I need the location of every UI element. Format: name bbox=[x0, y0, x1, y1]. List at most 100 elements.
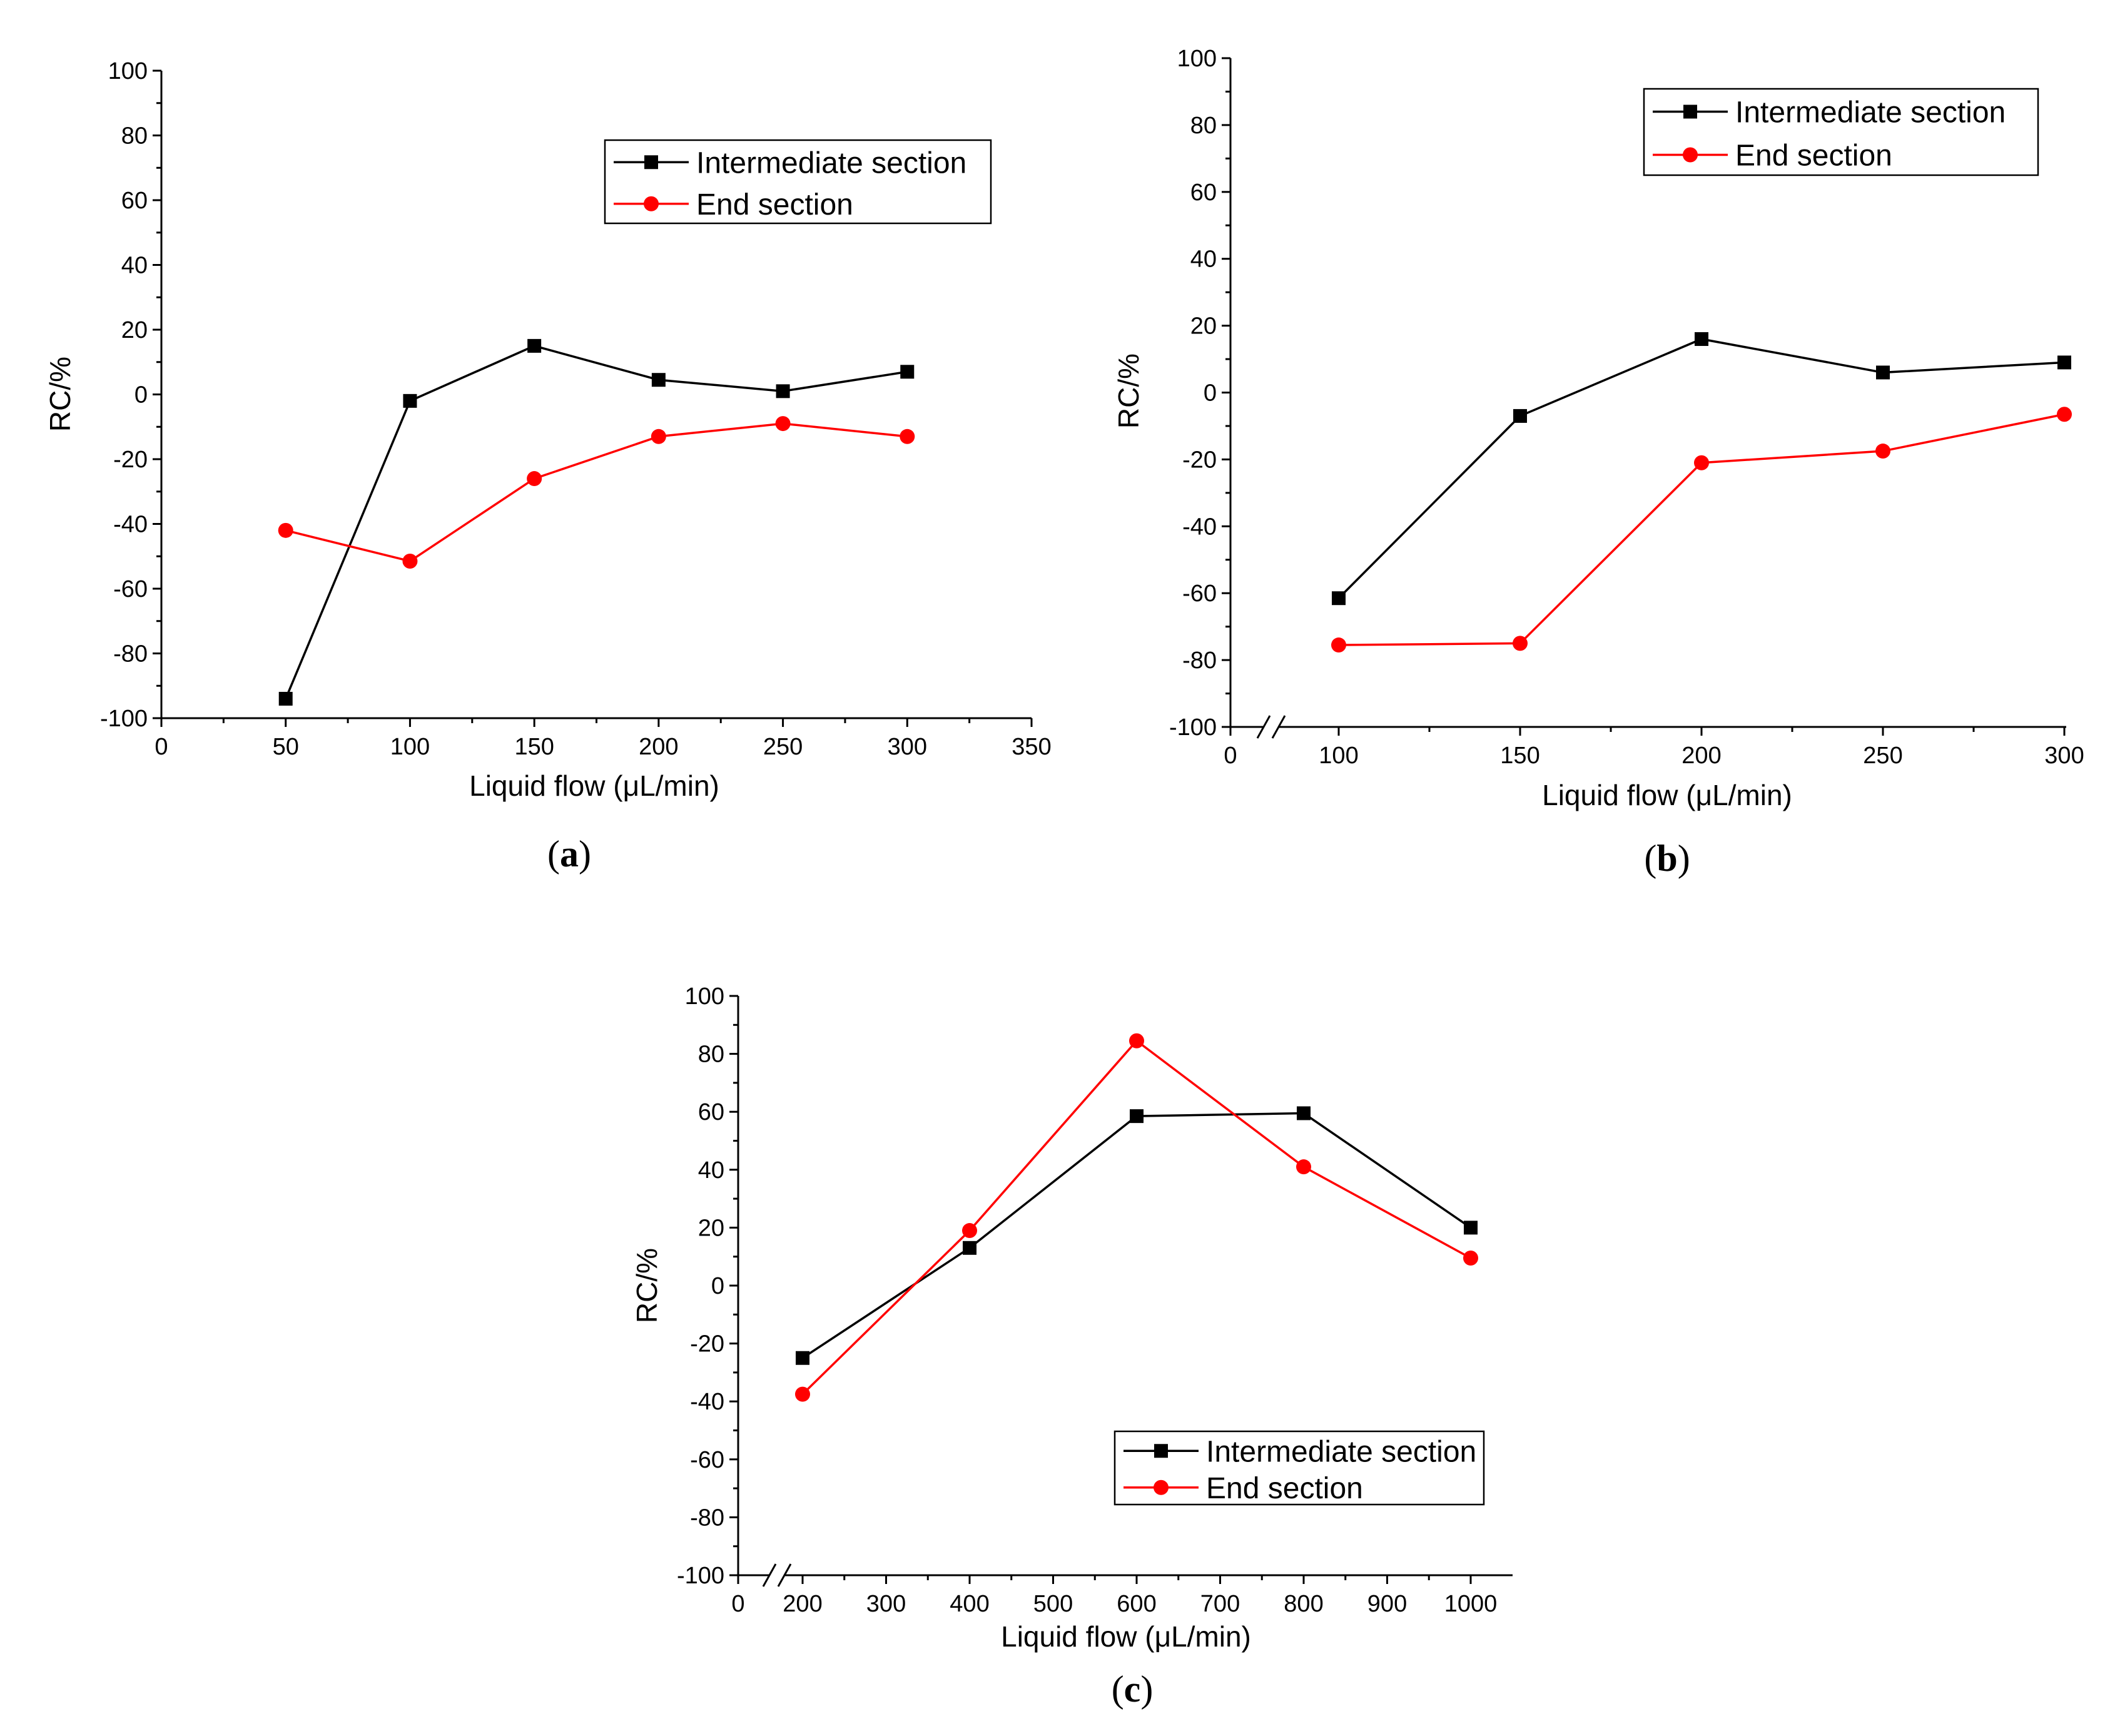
series-line-end bbox=[801, 1039, 1471, 1395]
legend-label: Intermediate section bbox=[1735, 96, 2006, 129]
data-point-square bbox=[1513, 409, 1527, 423]
y-tick-label: -60 bbox=[690, 1447, 724, 1473]
x-tick-label: 700 bbox=[1200, 1591, 1240, 1617]
legend-marker-square bbox=[1154, 1444, 1168, 1458]
axis-break-mark bbox=[777, 1563, 792, 1587]
legend-label: Intermediate section bbox=[1206, 1435, 1476, 1468]
data-point-circle bbox=[795, 1386, 810, 1402]
y-tick-label: -40 bbox=[113, 512, 148, 538]
data-point-square bbox=[1876, 365, 1890, 380]
data-point-square bbox=[1695, 332, 1708, 346]
y-tick-label: 80 bbox=[1190, 113, 1217, 139]
legend-marker-circle bbox=[644, 196, 659, 211]
data-point-circle bbox=[1513, 636, 1528, 651]
chart-panel-b: -100 -80 -60 -40 -20 0 20 40 60 80 100 0 100 150 200 25… bbox=[1112, 46, 2084, 879]
y-tick-label: 100 bbox=[108, 58, 148, 84]
x-tick-label: 150 bbox=[1500, 743, 1539, 769]
data-point-square bbox=[2057, 355, 2071, 370]
x-tick-label: 150 bbox=[514, 734, 554, 760]
y-axis-title: RC/% bbox=[1112, 353, 1145, 429]
y-tick-label: -40 bbox=[1182, 514, 1217, 540]
x-tick-label: 250 bbox=[1863, 743, 1902, 769]
panel-letter: b bbox=[1656, 838, 1677, 879]
x-tick-label: 350 bbox=[1012, 734, 1051, 760]
panel-label: (a) bbox=[547, 833, 591, 875]
y-axis-title: RC/% bbox=[631, 1248, 663, 1323]
y-tick-label: 100 bbox=[1177, 46, 1217, 72]
data-point-circle bbox=[1694, 455, 1709, 470]
y-tick-label: -60 bbox=[1182, 581, 1217, 607]
y-tick-label: -80 bbox=[1182, 647, 1217, 674]
data-point-square bbox=[1464, 1221, 1478, 1235]
y-tick-label: -20 bbox=[113, 447, 148, 473]
x-tick-label: 100 bbox=[390, 734, 430, 760]
x-axis-title: Liquid flow (μL/min) bbox=[1542, 779, 1792, 811]
y-tick-label: -80 bbox=[113, 641, 148, 667]
y-tick-label: -100 bbox=[677, 1563, 724, 1589]
axis-break-mark bbox=[1256, 715, 1271, 739]
legend-box bbox=[604, 139, 992, 225]
data-point-circle bbox=[962, 1223, 977, 1239]
y-tick-label: 60 bbox=[121, 188, 148, 214]
panel-label: (b) bbox=[1644, 838, 1690, 879]
data-point-square bbox=[527, 338, 542, 353]
x-axis-title: Liquid flow (μL/min) bbox=[469, 769, 719, 802]
legend-box bbox=[1643, 88, 2039, 176]
y-tick-label: -40 bbox=[690, 1389, 724, 1415]
y-tick-label: 100 bbox=[685, 983, 724, 1010]
legend-marker-circle bbox=[1683, 147, 1698, 163]
axis-break-mark bbox=[1271, 715, 1286, 739]
legend-label: End section bbox=[1735, 140, 1892, 173]
legend: Intermediate section End section bbox=[1643, 88, 2039, 176]
data-point-square bbox=[278, 691, 293, 706]
x-tick-label: 200 bbox=[639, 734, 678, 760]
data-point-circle bbox=[278, 522, 293, 538]
data-point-square bbox=[1332, 591, 1346, 606]
series-line-end bbox=[1338, 413, 2065, 646]
x-tick-label: 0 bbox=[155, 734, 168, 760]
panel-label: (c) bbox=[1112, 1668, 1154, 1710]
axis-break-mark bbox=[762, 1563, 777, 1587]
x-tick-label: 200 bbox=[1681, 743, 1721, 769]
y-tick-label: 0 bbox=[1204, 380, 1217, 407]
data-point-circle bbox=[775, 416, 791, 432]
x-tick-label: 100 bbox=[1319, 743, 1358, 769]
x-tick-label: 800 bbox=[1284, 1591, 1323, 1617]
x-tick-label: 300 bbox=[866, 1591, 906, 1617]
x-tick-label: 300 bbox=[888, 734, 927, 760]
series-line-intermediate bbox=[285, 345, 908, 699]
y-tick-label: -100 bbox=[100, 706, 148, 732]
legend-label: End section bbox=[696, 188, 853, 221]
data-point-circle bbox=[2057, 407, 2072, 422]
x-tick-label: 1000 bbox=[1444, 1591, 1498, 1617]
y-tick-label: 20 bbox=[121, 317, 148, 343]
y-tick-label: 80 bbox=[121, 123, 148, 150]
y-tick-label: 40 bbox=[121, 253, 148, 279]
legend-marker-square bbox=[644, 155, 658, 170]
panel-letter: c bbox=[1124, 1668, 1141, 1710]
x-tick-label: 50 bbox=[273, 734, 299, 760]
x-tick-label: 400 bbox=[950, 1591, 989, 1617]
data-point-circle bbox=[651, 429, 666, 444]
x-tick-label: 300 bbox=[2044, 743, 2084, 769]
y-tick-label: 60 bbox=[1190, 180, 1217, 206]
y-tick-label: -20 bbox=[690, 1331, 724, 1358]
data-point-square bbox=[900, 365, 915, 379]
x-axis-title: Liquid flow (μL/min) bbox=[1001, 1620, 1251, 1653]
data-point-square bbox=[963, 1241, 976, 1255]
data-point-circle bbox=[1129, 1033, 1144, 1048]
legend-marker-circle bbox=[1154, 1480, 1169, 1495]
y-tick-label: 20 bbox=[1190, 313, 1217, 340]
data-point-circle bbox=[527, 471, 542, 487]
data-point-circle bbox=[1296, 1159, 1311, 1175]
data-point-square bbox=[651, 373, 666, 387]
x-tick-label: 0 bbox=[731, 1591, 744, 1617]
x-tick-label: 600 bbox=[1117, 1591, 1156, 1617]
y-tick-label: -80 bbox=[690, 1505, 724, 1531]
y-tick-label: 20 bbox=[698, 1215, 724, 1241]
y-tick-label: 40 bbox=[698, 1157, 724, 1184]
data-point-square bbox=[776, 384, 790, 398]
data-point-square bbox=[403, 393, 417, 408]
